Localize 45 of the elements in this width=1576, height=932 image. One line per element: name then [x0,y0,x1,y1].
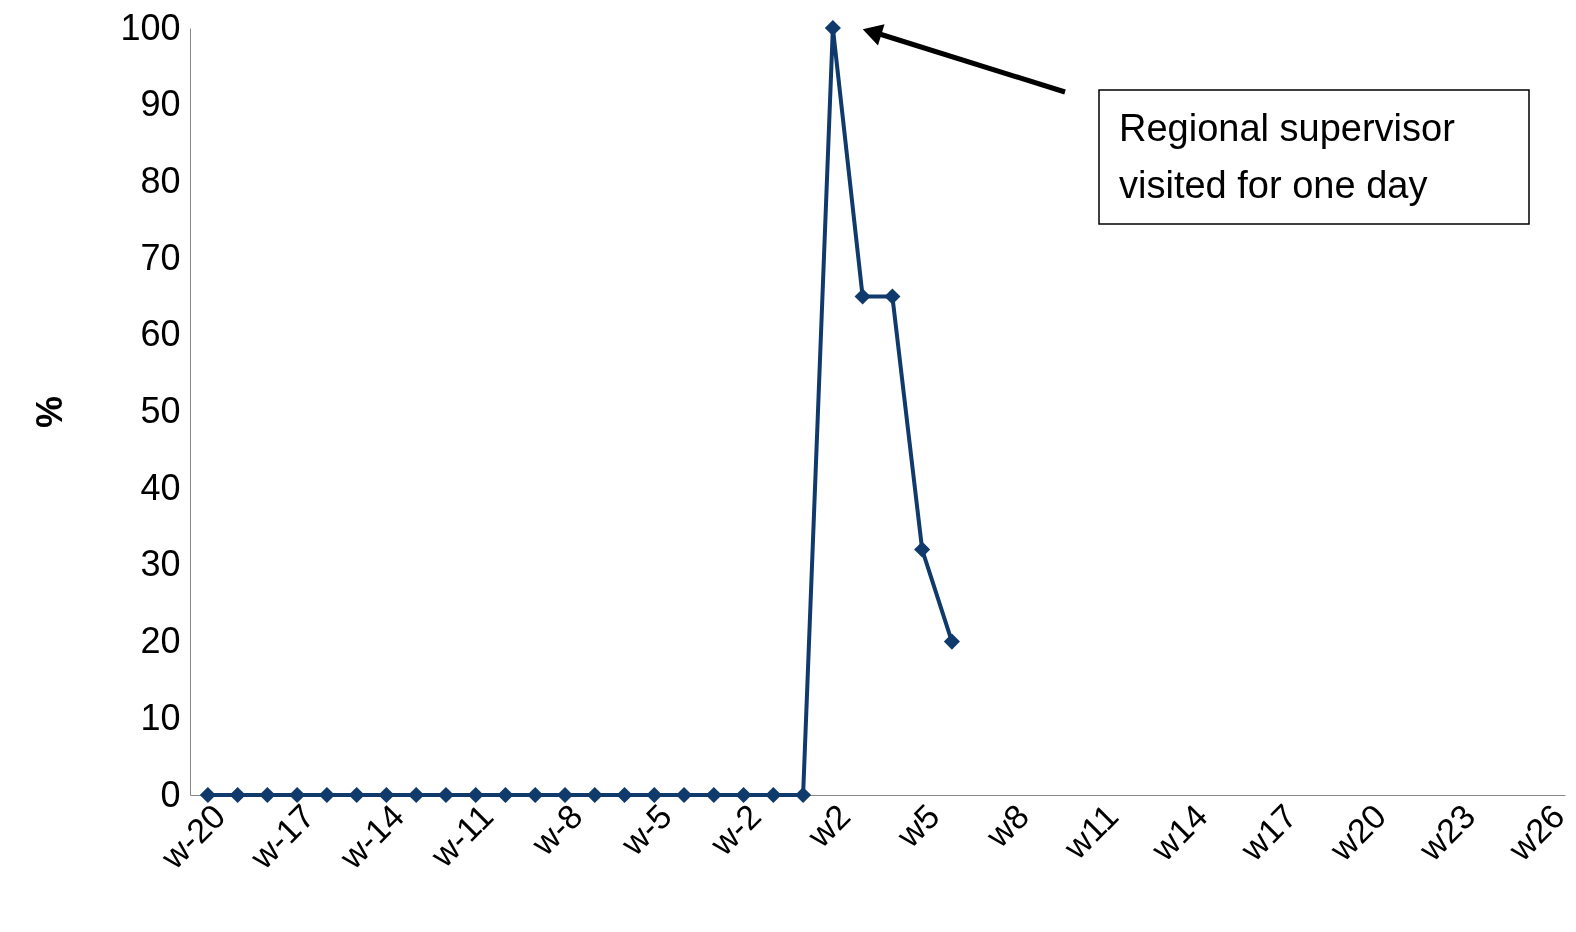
x-tick-label: w26 [1500,796,1572,869]
point [586,786,603,804]
point [914,541,931,558]
point [408,786,425,804]
x-tick-label: w-8 [523,796,590,863]
point [884,288,901,305]
x-tick-label: w17 [1232,796,1304,869]
x-tick-label: w14 [1142,796,1215,869]
y-tick-label: 30 [140,543,181,585]
x-tick-label: w-2 [701,796,769,863]
point [705,786,722,804]
x-tick-label: w11 [1055,796,1126,867]
y-tick-label: 80 [140,159,181,201]
y-tick-label: 20 [140,620,181,662]
y-tick-label: 10 [140,696,181,738]
point [259,786,276,804]
point [765,786,782,804]
point [467,786,484,804]
y-tick-label: 50 [140,390,181,431]
annotation: Regional supervisor visited for one day [1119,107,1456,206]
point [616,786,633,804]
point [795,786,812,804]
y-tick-label: 0 [160,773,181,815]
point [943,633,960,650]
point [527,786,544,804]
x-tick-label: w8 [977,796,1036,855]
y-tick-label: 40 [140,466,181,508]
x-tick-label: w2 [799,796,858,855]
point [199,786,216,804]
y-tick-label: 90 [140,83,181,125]
y-tick-label: 60 [140,313,181,355]
y-tick-label: 100 [120,6,181,48]
x-tick-label: w-5 [612,796,679,863]
point [348,786,365,804]
point [229,786,246,804]
x-tick-label: w5 [888,796,947,855]
y-axis-title: % [29,395,71,429]
x-tick-label: w20 [1321,796,1394,869]
x-tick-label: w23 [1410,796,1483,869]
point [497,786,514,804]
point [646,786,663,804]
point [378,786,395,804]
point [735,786,752,804]
point [854,288,871,305]
y-tick-label: 70 [140,236,181,278]
